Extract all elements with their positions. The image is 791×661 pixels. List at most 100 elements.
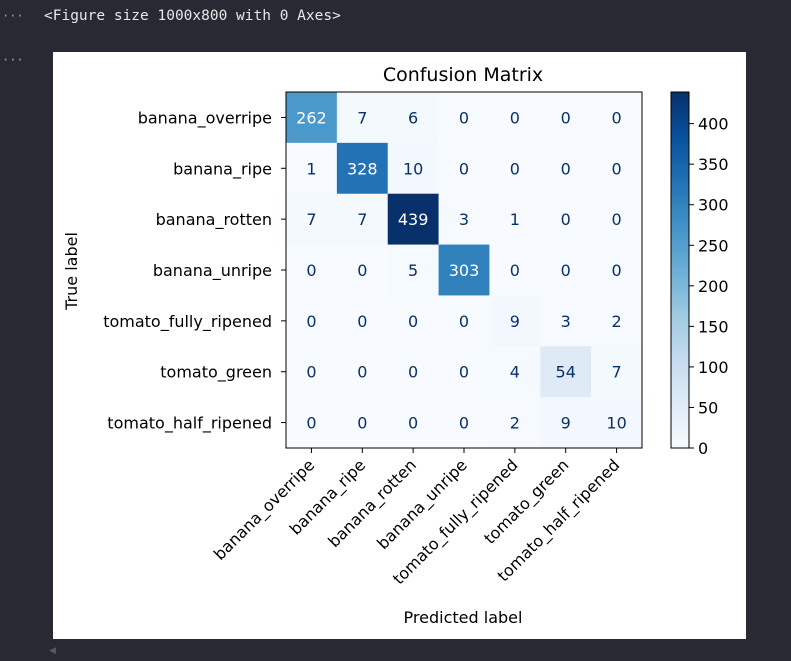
- y-tick-label: banana_overripe: [138, 108, 272, 128]
- cell-value-label: 0: [306, 261, 316, 280]
- matrix-cell: [387, 244, 440, 296]
- cell-value-label: 1: [510, 210, 520, 229]
- matrix-cell: [489, 142, 541, 195]
- cell-value-label: 0: [408, 312, 418, 331]
- matrix-cell: [540, 142, 592, 195]
- colorbar: [670, 91, 690, 449]
- colorbar-tick-label: 250: [698, 236, 729, 255]
- matrix-cell: [387, 142, 440, 195]
- confusion-matrix-chart: Confusion Matrix True label Predicted la…: [62, 64, 729, 627]
- x-axis-label: Predicted label: [404, 608, 523, 627]
- colorbar-tick-label: 50: [698, 398, 718, 417]
- cell-value-label: 0: [357, 312, 367, 331]
- matrix-cell: [286, 142, 338, 195]
- cell-value-label: 0: [561, 108, 571, 127]
- cell-value-label: 2: [611, 312, 621, 331]
- matrix-cell: [336, 244, 389, 296]
- matrix-cell: [540, 244, 592, 296]
- matrix-cell: [540, 92, 592, 144]
- matrix-cell: [387, 295, 440, 347]
- matrix-cell: [336, 142, 389, 195]
- matrix-cell: [336, 397, 389, 449]
- matrix-cell: [387, 92, 440, 144]
- output-marker[interactable]: ···: [2, 53, 24, 67]
- heatmap-cells: 262 7 6 0 0 0 01 328 10 0 0 0 07 7 439 3 1 0 00 0 5 303 0 0 00 0 0…: [286, 92, 643, 449]
- matrix-cell: [489, 193, 541, 246]
- colorbar-tick-label: 0: [698, 439, 708, 458]
- cell-value-label: 5: [408, 261, 418, 280]
- y-tick-labels: banana_overripe banana_ripe banana_rottenb…: [103, 108, 286, 434]
- cell-value-label: 0: [459, 159, 469, 178]
- cell-value-label: 0: [561, 159, 571, 178]
- cell-value-label: 3: [459, 210, 469, 229]
- matrix-cell: [591, 397, 643, 449]
- scroll-left-icon[interactable]: ◀: [49, 646, 56, 656]
- matrix-cell: [336, 193, 389, 246]
- x-tick-labels: banana_overripebanana_ripebanana_rottenb…: [210, 448, 624, 589]
- cell-value-label: 0: [408, 414, 418, 433]
- matrix-cell: [387, 346, 440, 398]
- matrix-cell: [438, 193, 490, 246]
- matrix-cell: [591, 244, 643, 296]
- y-tick-label: banana_ripe: [173, 159, 272, 179]
- colorbar-tick-label: 100: [698, 358, 729, 377]
- matrix-cell: [438, 92, 490, 144]
- cell-value-label: 0: [611, 210, 621, 229]
- matrix-cell: [286, 397, 338, 449]
- matrix-cell: [286, 346, 338, 398]
- y-tick-label: tomato_green: [160, 363, 272, 383]
- matrix-cell: [387, 193, 440, 246]
- matrix-cell: [286, 92, 338, 144]
- matrix-cell: [591, 142, 643, 195]
- cell-value-label: 439: [398, 210, 429, 229]
- matrix-cell: [489, 346, 541, 398]
- matrix-cell: [591, 193, 643, 246]
- figure-repr-text: <Figure size 1000x800 with 0 Axes>: [44, 8, 341, 24]
- x-tick-label: banana_rotten: [324, 455, 420, 551]
- cell-value-label: 9: [561, 414, 571, 433]
- cell-value-label: 0: [561, 210, 571, 229]
- cell-value-label: 262: [296, 108, 327, 127]
- matrix-cell: [286, 295, 338, 347]
- matrix-cell: [540, 397, 592, 449]
- cell-value-label: 0: [611, 108, 621, 127]
- cell-value-label: 54: [556, 363, 576, 382]
- matrix-cell: [387, 397, 440, 449]
- matrix-cell: [286, 193, 338, 246]
- matrix-cell: [286, 244, 338, 296]
- cell-value-label: 0: [357, 261, 367, 280]
- cell-value-label: 10: [403, 159, 423, 178]
- matrix-cell: [336, 92, 389, 144]
- y-tick-label: banana_unripe: [153, 261, 272, 281]
- colorbar-ticks: 0 50 100 150 200 250 300 350 400: [689, 115, 729, 458]
- cell-value-label: 0: [510, 159, 520, 178]
- cell-value-label: 0: [459, 363, 469, 382]
- matrix-cell: [540, 193, 592, 246]
- cell-value-label: 7: [357, 108, 367, 127]
- y-tick-label: tomato_fully_ripened: [103, 312, 272, 332]
- cell-value-label: 9: [510, 312, 520, 331]
- prompt-marker[interactable]: ···: [2, 9, 24, 23]
- matrix-cell: [438, 295, 490, 347]
- cell-value-label: 7: [306, 210, 316, 229]
- cell-value-label: 0: [306, 414, 316, 433]
- colorbar-tick-label: 400: [698, 115, 729, 134]
- cell-value-label: 0: [357, 414, 367, 433]
- matrix-cell: [540, 346, 592, 398]
- matrix-cell: [591, 295, 643, 347]
- colorbar-tick-label: 300: [698, 196, 729, 215]
- cell-value-label: 6: [408, 108, 418, 127]
- colorbar-tick-label: 150: [698, 317, 729, 336]
- matrix-cell: [489, 92, 541, 144]
- cell-value-label: 328: [347, 159, 378, 178]
- cell-value-label: 3: [561, 312, 571, 331]
- chart-title: Confusion Matrix: [383, 64, 543, 86]
- x-tick-label: banana_unripe: [373, 455, 471, 553]
- cell-value-label: 0: [611, 159, 621, 178]
- cell-value-label: 0: [510, 108, 520, 127]
- cell-value-label: 0: [611, 261, 621, 280]
- matrix-cell: [438, 142, 490, 195]
- figure-output: Confusion Matrix True label Predicted la…: [53, 52, 746, 639]
- matrix-cell: [591, 92, 643, 144]
- cell-value-label: 0: [561, 261, 571, 280]
